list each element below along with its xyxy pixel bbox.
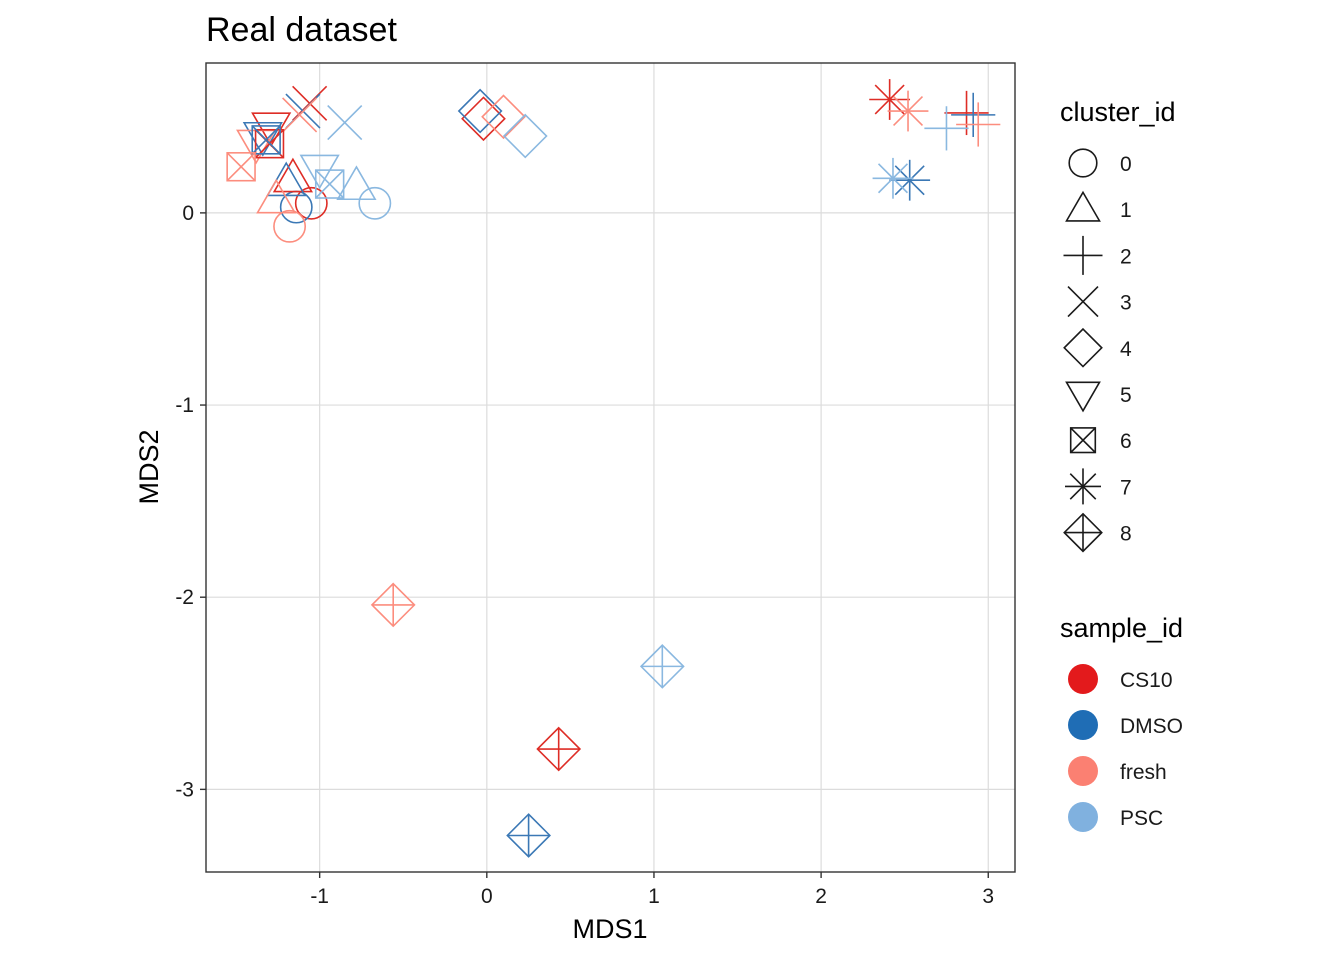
point-cluster-7-psc — [872, 157, 914, 199]
point-cluster-8-dmso — [506, 813, 551, 858]
y-tick-label: -2 — [175, 586, 194, 609]
legend-key-sample-fresh — [1068, 756, 1098, 786]
y-tick-label: 0 — [182, 202, 194, 225]
legend-key-cluster-3 — [1067, 286, 1099, 318]
legend-key-cluster-7 — [1065, 468, 1101, 505]
legend-label-cluster-3: 3 — [1120, 292, 1132, 315]
point-cluster-4-fresh — [481, 94, 526, 140]
y-axis: 0 -1 -2 -3 — [175, 202, 206, 801]
x-tick-label: 1 — [648, 885, 660, 908]
y-tick-label: -1 — [175, 394, 194, 417]
plot-panel-border — [205, 62, 1016, 873]
legend-label-sample-dmso: DMSO — [1120, 715, 1183, 738]
point-cluster-7-fresh — [887, 90, 929, 132]
point-cluster-4-cs10 — [461, 96, 506, 142]
legend-label-cluster-7: 7 — [1120, 476, 1132, 499]
point-cluster-6-psc — [314, 169, 345, 199]
legend-key-cluster-0 — [1068, 148, 1098, 178]
legend-cluster-title: cluster_id — [1060, 97, 1176, 127]
legend-sample-title: sample_id — [1060, 613, 1183, 643]
legend-key-cluster-5 — [1065, 381, 1101, 413]
legend-label-cluster-1: 1 — [1120, 199, 1132, 222]
legend-label-sample-cs10: CS10 — [1120, 669, 1173, 692]
legend-label-cluster-6: 6 — [1120, 430, 1132, 453]
grid-lines — [206, 63, 1015, 872]
legend-key-cluster-2 — [1063, 235, 1103, 275]
point-cluster-2-psc — [924, 106, 969, 151]
legend-key-sample-psc — [1068, 802, 1098, 832]
y-tick-label: -3 — [175, 778, 194, 801]
point-cluster-1-fresh — [256, 178, 297, 214]
point-cluster-8-psc — [639, 644, 685, 689]
point-cluster-5-psc — [299, 154, 340, 190]
point-cluster-6-dmso — [251, 125, 281, 155]
point-cluster-3-fresh — [282, 97, 318, 133]
x-axis-title: MDS1 — [572, 914, 647, 944]
point-cluster-2-fresh — [956, 102, 1001, 147]
point-cluster-1-psc — [336, 165, 377, 201]
point-cluster-1-dmso — [266, 161, 307, 197]
point-cluster-0-fresh — [273, 209, 307, 243]
point-cluster-2-dmso — [951, 92, 996, 137]
point-cluster-7-cs10 — [869, 79, 911, 120]
point-cluster-5-dmso — [242, 121, 283, 157]
legend-label-cluster-5: 5 — [1120, 384, 1132, 407]
point-cluster-4-psc — [502, 113, 548, 159]
legend-key-sample-dmso — [1068, 710, 1098, 740]
point-cluster-3-psc — [327, 105, 363, 141]
y-axis-title: MDS2 — [134, 429, 164, 504]
legend-label-cluster-0: 0 — [1120, 153, 1132, 176]
legend-key-cluster-4 — [1063, 327, 1103, 368]
point-cluster-8-fresh — [370, 582, 416, 628]
legend-label-sample-psc: PSC — [1120, 807, 1163, 830]
point-cluster-7-dmso — [889, 159, 931, 201]
x-tick-label: -1 — [310, 885, 329, 908]
point-cluster-4-dmso — [457, 88, 503, 134]
legend-sample: sample_id CS10 DMSO fresh PSC — [1060, 613, 1183, 832]
legend-key-cluster-1 — [1065, 190, 1101, 222]
legend-label-sample-fresh: fresh — [1120, 761, 1167, 784]
point-cluster-6-fresh — [226, 152, 256, 182]
legend-label-cluster-4: 4 — [1120, 338, 1132, 361]
x-tick-label: 2 — [815, 885, 827, 908]
data-points — [226, 79, 1001, 858]
x-axis: -1 0 1 2 3 — [310, 872, 994, 908]
legend-key-cluster-6 — [1069, 427, 1097, 454]
legend-cluster: cluster_id 0 1 2 3 4 5 6 7 8 — [1060, 97, 1176, 553]
legend-label-cluster-8: 8 — [1120, 523, 1132, 546]
legend-key-sample-cs10 — [1068, 664, 1098, 694]
x-tick-label: 0 — [481, 885, 493, 908]
chart-title: Real dataset — [206, 11, 397, 49]
point-cluster-0-cs10 — [294, 186, 328, 220]
point-cluster-8-cs10 — [536, 726, 582, 772]
point-cluster-0-psc — [358, 186, 392, 220]
point-cluster-1-cs10 — [272, 157, 314, 193]
x-tick-label: 3 — [982, 885, 994, 908]
legend-label-cluster-2: 2 — [1120, 245, 1132, 268]
legend-key-cluster-8 — [1063, 512, 1103, 553]
